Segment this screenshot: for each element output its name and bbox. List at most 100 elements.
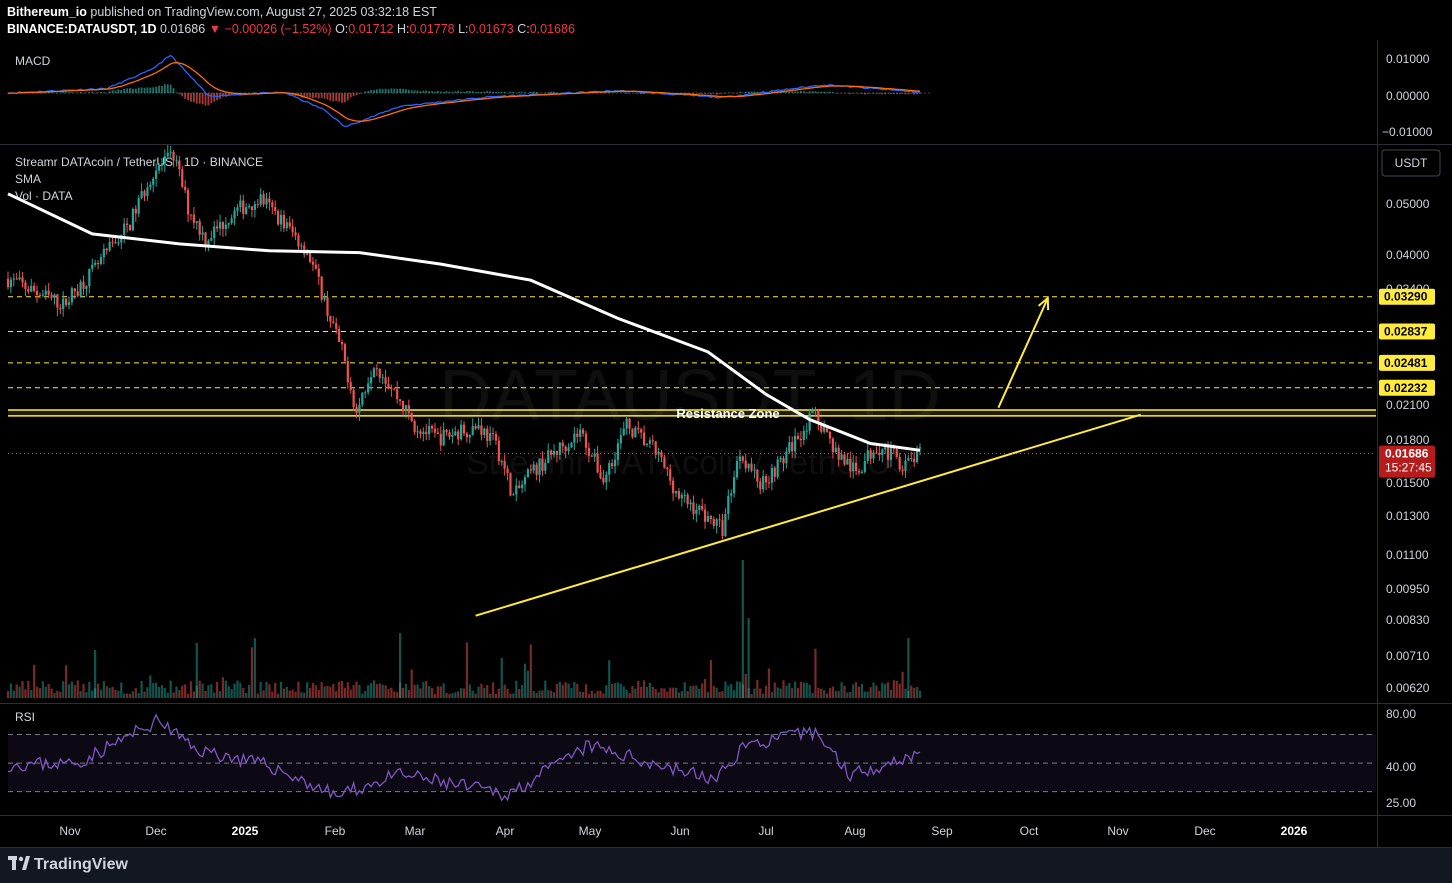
sma-line[interactable] xyxy=(7,192,921,452)
candle-body xyxy=(477,425,480,429)
candle-body xyxy=(70,288,73,303)
candle-body xyxy=(358,404,361,413)
volume-bar xyxy=(131,691,134,698)
rsi-axis[interactable]: 80.00 40.00 25.00 xyxy=(1386,707,1416,810)
resistance-zone[interactable] xyxy=(8,409,1376,417)
volume-bar xyxy=(163,687,166,698)
candle-body xyxy=(372,368,376,378)
currency-button[interactable]: USDT xyxy=(1381,149,1441,177)
candle-body xyxy=(108,241,111,251)
main-title[interactable]: Streamr DATAcoin / TetherUS · 1D · BINAN… xyxy=(15,155,263,169)
sma-label[interactable]: SMA xyxy=(15,172,41,186)
volume-bar xyxy=(294,691,297,698)
candle-body xyxy=(399,399,402,402)
volume-bar xyxy=(262,690,265,698)
candle-body xyxy=(753,469,756,471)
macd-histogram-bar xyxy=(137,87,140,93)
macd-line[interactable] xyxy=(7,54,920,128)
volume-label[interactable]: Vol · DATA xyxy=(15,189,73,203)
candle-body xyxy=(811,409,814,414)
volume-bar xyxy=(38,688,42,698)
tradingview-logo[interactable]: TradingView xyxy=(8,856,128,874)
resistance-zone-label[interactable]: Resistance Zone xyxy=(676,406,779,421)
volume-bar xyxy=(47,684,50,698)
volume-bar xyxy=(599,690,602,698)
macd-histogram-bar xyxy=(53,92,56,94)
candle-body xyxy=(913,458,916,463)
candle-body xyxy=(454,431,457,435)
volume-bar xyxy=(236,680,239,698)
candle-body xyxy=(730,493,733,496)
volume-bar xyxy=(91,690,94,698)
symbol-label[interactable]: BINANCE:DATAUSDT, 1D xyxy=(7,22,157,36)
price-tick: 0.01100 xyxy=(1386,548,1429,562)
volume-bar xyxy=(770,692,773,698)
macd-histogram-bar xyxy=(544,92,547,94)
macd-histogram-bar xyxy=(875,93,878,94)
macd-histogram-bar xyxy=(808,91,811,93)
candle-body xyxy=(340,341,344,345)
volume-bar xyxy=(674,687,678,698)
volume-bar xyxy=(823,690,826,698)
candle-body xyxy=(918,447,922,449)
volume-bar xyxy=(799,681,803,698)
candle-body xyxy=(724,513,727,537)
volume-bar xyxy=(329,686,332,698)
current-price-label[interactable]: 0.01686 15:27:45 xyxy=(1379,445,1435,478)
rsi-line[interactable] xyxy=(7,713,921,802)
macd-histogram-bar xyxy=(602,92,605,94)
macd-histogram-bar xyxy=(402,88,404,93)
volume-bar xyxy=(503,684,506,698)
time-axis[interactable]: Nov Dec 2025 Feb Mar Apr May Jun Jul Aug… xyxy=(59,824,1307,838)
candle-body xyxy=(529,469,532,471)
macd-histogram-bar xyxy=(50,91,53,93)
volume-bar xyxy=(111,686,114,698)
candle-body xyxy=(486,428,489,441)
candle-body xyxy=(834,447,837,453)
candle-body xyxy=(259,194,262,205)
rsi-label[interactable]: RSI xyxy=(15,710,35,724)
macd-histogram-bar xyxy=(509,91,512,93)
time-tick: Jun xyxy=(670,824,689,838)
signal-line[interactable] xyxy=(8,62,921,122)
volume-bar xyxy=(692,685,695,698)
volume-bar xyxy=(573,682,576,698)
volume-bars xyxy=(6,560,922,698)
volume-bar xyxy=(152,683,155,698)
target-arrow[interactable] xyxy=(997,296,1050,409)
volume-bar xyxy=(227,686,230,698)
macd-histogram-bar xyxy=(94,92,97,94)
macd-histogram-bar xyxy=(201,93,204,105)
candle-body xyxy=(608,463,611,475)
candle-body xyxy=(59,307,62,310)
volume-bar xyxy=(834,691,837,698)
support-trendline[interactable] xyxy=(475,413,1142,617)
macd-histogram xyxy=(7,84,930,106)
volume-bar xyxy=(654,689,657,698)
chart-canvas[interactable]: DATAUSDT, 1D Streamr DATAcoin / TetherUS… xyxy=(0,0,1452,848)
volume-bar xyxy=(518,688,521,698)
candle-body xyxy=(570,442,573,448)
candle-body xyxy=(308,252,312,262)
volume-bar xyxy=(335,690,338,698)
volume-bar xyxy=(210,684,213,698)
candle-body xyxy=(18,277,21,280)
volume-bar xyxy=(561,684,564,698)
volume-bar xyxy=(230,689,233,698)
candle-body xyxy=(657,452,660,455)
candle-body xyxy=(137,198,140,214)
price-axis[interactable]: 0.05000 0.04000 0.03400 0.02100 0.01800 … xyxy=(1386,197,1430,695)
candle-body xyxy=(520,484,524,489)
macd-label[interactable]: MACD xyxy=(15,54,51,68)
macd-histogram-bar xyxy=(814,91,817,93)
volume-bar xyxy=(291,689,294,698)
macd-axis[interactable]: 0.01000 0.00000 −0.01000 xyxy=(1382,52,1433,139)
candle-body xyxy=(523,477,527,485)
candle-body xyxy=(393,388,396,390)
macd-histogram-bar xyxy=(747,91,750,93)
publisher-name[interactable]: Bithereum_io xyxy=(7,5,87,19)
candle-body xyxy=(785,451,788,464)
candle-body xyxy=(915,448,919,463)
volume-bar xyxy=(767,668,771,698)
candle-body xyxy=(291,226,294,233)
